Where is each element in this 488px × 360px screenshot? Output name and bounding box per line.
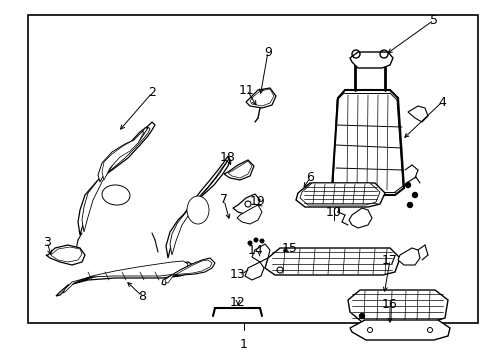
Text: 4: 4 — [437, 95, 445, 108]
Polygon shape — [46, 245, 85, 265]
Circle shape — [407, 202, 412, 207]
Polygon shape — [82, 127, 150, 232]
Polygon shape — [251, 244, 269, 262]
Text: 1: 1 — [240, 338, 247, 351]
Circle shape — [248, 241, 251, 245]
Text: 13: 13 — [230, 269, 245, 282]
Text: 16: 16 — [381, 297, 397, 310]
Polygon shape — [162, 258, 215, 285]
Text: 8: 8 — [138, 289, 146, 302]
Polygon shape — [299, 183, 379, 205]
Polygon shape — [232, 194, 260, 215]
Text: 19: 19 — [250, 195, 265, 208]
Polygon shape — [50, 247, 82, 262]
Polygon shape — [56, 262, 195, 296]
Polygon shape — [397, 248, 419, 265]
Polygon shape — [347, 290, 447, 322]
Circle shape — [359, 314, 364, 319]
Polygon shape — [237, 205, 262, 224]
Text: 3: 3 — [43, 235, 51, 248]
Polygon shape — [348, 208, 371, 228]
Polygon shape — [98, 128, 148, 182]
Circle shape — [412, 193, 417, 198]
Polygon shape — [227, 161, 251, 178]
Text: 14: 14 — [247, 243, 264, 256]
Text: 11: 11 — [239, 84, 254, 96]
Bar — [28, 15, 477, 323]
Ellipse shape — [102, 185, 130, 205]
Polygon shape — [170, 160, 227, 255]
Polygon shape — [244, 262, 264, 280]
Circle shape — [405, 183, 409, 188]
Text: 12: 12 — [230, 296, 245, 309]
Polygon shape — [224, 160, 253, 180]
Polygon shape — [349, 52, 392, 68]
Ellipse shape — [186, 196, 208, 224]
Text: 2: 2 — [148, 86, 156, 99]
Text: 18: 18 — [220, 152, 235, 165]
Polygon shape — [165, 156, 229, 258]
Text: 17: 17 — [381, 253, 397, 266]
Polygon shape — [264, 248, 399, 275]
Polygon shape — [245, 88, 275, 108]
Circle shape — [254, 238, 257, 242]
Text: 15: 15 — [282, 242, 297, 255]
Polygon shape — [407, 106, 427, 122]
Polygon shape — [164, 260, 212, 283]
Circle shape — [260, 239, 263, 243]
Polygon shape — [249, 89, 273, 106]
Polygon shape — [63, 261, 187, 293]
Polygon shape — [102, 132, 143, 180]
Polygon shape — [295, 183, 384, 207]
Text: 6: 6 — [305, 171, 313, 184]
Text: 7: 7 — [220, 193, 227, 207]
Text: 5: 5 — [429, 13, 437, 27]
Polygon shape — [349, 320, 449, 340]
Text: 10: 10 — [325, 207, 341, 220]
Polygon shape — [78, 122, 155, 235]
Text: 9: 9 — [264, 45, 271, 58]
